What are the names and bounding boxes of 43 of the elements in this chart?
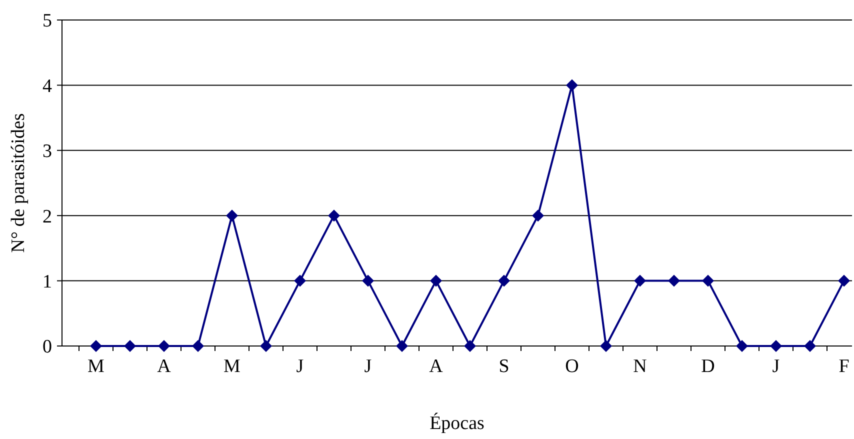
x-axis-title: Épocas bbox=[430, 412, 484, 434]
y-axis-title: N° de parasitóides bbox=[8, 113, 29, 253]
x-tick-label: J bbox=[772, 356, 780, 377]
point bbox=[804, 340, 816, 352]
point bbox=[260, 340, 272, 352]
point bbox=[294, 274, 306, 287]
x-tick-label: A bbox=[157, 356, 172, 377]
y-tick-label: 0 bbox=[42, 336, 52, 358]
x-tick-label: O bbox=[565, 356, 579, 377]
point bbox=[158, 340, 170, 352]
point bbox=[396, 340, 408, 352]
x-tick-label: N bbox=[633, 356, 648, 377]
point bbox=[362, 274, 374, 287]
y-tick-label: 4 bbox=[42, 76, 52, 97]
y-tick-label: 5 bbox=[42, 10, 52, 32]
point bbox=[226, 210, 238, 222]
point bbox=[328, 210, 340, 222]
x-tick-label: M bbox=[224, 356, 241, 377]
x-tick-label: J bbox=[296, 356, 304, 377]
x-tick-label: J bbox=[364, 356, 372, 377]
point bbox=[736, 340, 748, 352]
point bbox=[702, 274, 714, 287]
y-tick-label: 3 bbox=[42, 141, 52, 162]
y-tick-label: 1 bbox=[42, 271, 52, 292]
point bbox=[668, 274, 680, 287]
point bbox=[770, 340, 782, 352]
x-tick-label: A bbox=[429, 356, 444, 377]
point bbox=[90, 340, 102, 352]
point bbox=[634, 274, 646, 287]
x-tick-label: S bbox=[498, 356, 510, 377]
point bbox=[532, 210, 544, 222]
x-tick-label: M bbox=[88, 356, 105, 377]
point bbox=[464, 340, 476, 352]
point bbox=[838, 274, 850, 287]
point bbox=[498, 274, 510, 287]
point bbox=[430, 274, 442, 287]
x-tick-label: F bbox=[838, 356, 850, 377]
point bbox=[124, 340, 136, 352]
x-tick-label: D bbox=[701, 356, 715, 377]
point bbox=[600, 340, 612, 352]
point bbox=[566, 79, 578, 92]
point bbox=[192, 340, 204, 352]
y-tick-label: 2 bbox=[42, 206, 52, 228]
